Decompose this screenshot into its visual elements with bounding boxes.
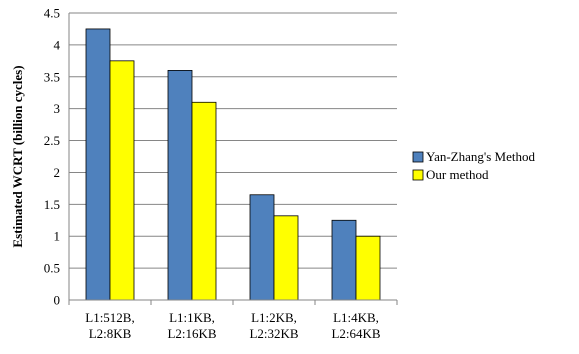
x-tick-label: L2:16KB xyxy=(167,326,216,341)
y-tick-label: 0 xyxy=(54,293,61,308)
legend: Yan-Zhang's Method Our method xyxy=(412,149,535,182)
bar-our-method xyxy=(273,215,299,301)
y-tick-label: 3.5 xyxy=(44,69,60,84)
bar-yan-zhang xyxy=(85,28,111,301)
legend-swatch xyxy=(412,169,424,181)
y-tick-label: 4 xyxy=(54,37,61,52)
bar-our-method xyxy=(191,101,217,301)
bar-yan-zhang xyxy=(167,70,193,301)
x-axis-ticks: L1:512B,L2:8KB L1:1KB,L2:16KB L1:2KB,L2:32… xyxy=(68,300,398,341)
x-tick-label: L2:64KB xyxy=(331,326,380,341)
bar-our-method xyxy=(355,235,381,301)
bar-our-method xyxy=(109,60,135,301)
x-tick-label: L2:8KB xyxy=(89,326,132,341)
y-tick-label: 4.5 xyxy=(44,6,60,21)
y-axis-label: Estimated WCRT (billion cycles) xyxy=(10,65,25,247)
x-tick-label: L1:2KB, xyxy=(251,310,297,325)
bar-yan-zhang xyxy=(331,219,357,301)
y-tick-label: 0.5 xyxy=(44,261,60,276)
y-tick-label: 3 xyxy=(54,101,61,116)
y-tick-label: 2.5 xyxy=(44,133,60,148)
x-tick-label: L1:4KB, xyxy=(333,310,379,325)
x-tick-label: L2:32KB xyxy=(249,326,298,341)
x-tick-label: L1:512B, xyxy=(85,310,134,325)
bar-yan-zhang xyxy=(249,194,275,301)
bars xyxy=(85,28,381,301)
y-axis-ticks: 0 0.5 1 1.5 2 2.5 3 3.5 4 4.5 xyxy=(44,6,61,308)
y-tick-label: 1 xyxy=(54,229,61,244)
legend-label: Our method xyxy=(426,167,489,182)
x-tick-label: L1:1KB, xyxy=(169,310,215,325)
legend-label: Yan-Zhang's Method xyxy=(426,149,535,164)
y-tick-label: 1.5 xyxy=(44,197,60,212)
legend-swatch xyxy=(412,151,424,163)
y-tick-label: 2 xyxy=(54,165,61,180)
